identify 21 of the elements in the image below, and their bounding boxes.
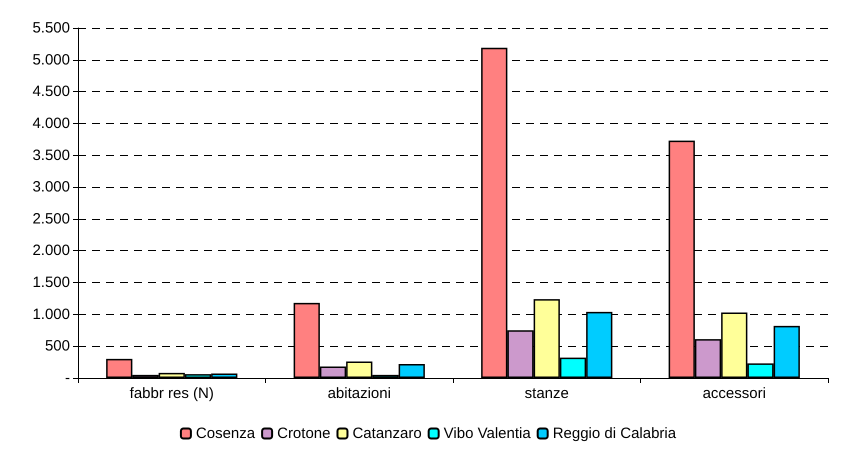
- legend-label: Reggio di Calabria: [552, 425, 677, 442]
- y-tick-label: -: [65, 370, 70, 386]
- y-tick-label: 4.500: [32, 83, 70, 100]
- x-tick-label: fabbr res (N): [130, 385, 214, 402]
- legend-label: Cosenza: [196, 425, 256, 442]
- y-tick-label: 2.500: [32, 210, 70, 228]
- y-tick-label: 2.000: [32, 242, 70, 260]
- legend-label: Vibo Valentia: [444, 425, 532, 442]
- legend-label: Crotone: [277, 425, 330, 442]
- legend-label: Catanzaro: [352, 425, 422, 442]
- y-tick-label: 1.000: [32, 306, 70, 323]
- x-tick-label: accessori: [702, 385, 766, 402]
- y-tick-label: 500: [44, 338, 70, 355]
- y-tick-label: 3.000: [32, 178, 70, 196]
- y-tick-label: 5.000: [32, 51, 70, 68]
- y-tick-label: 1.500: [32, 274, 70, 292]
- y-tick-label: 5.500: [32, 20, 70, 36]
- y-tick-label: 4.000: [32, 114, 70, 132]
- x-tick-label: stanze: [524, 385, 569, 402]
- x-tick-label: abitazioni: [328, 385, 391, 402]
- y-tick-label: 3.500: [32, 146, 70, 164]
